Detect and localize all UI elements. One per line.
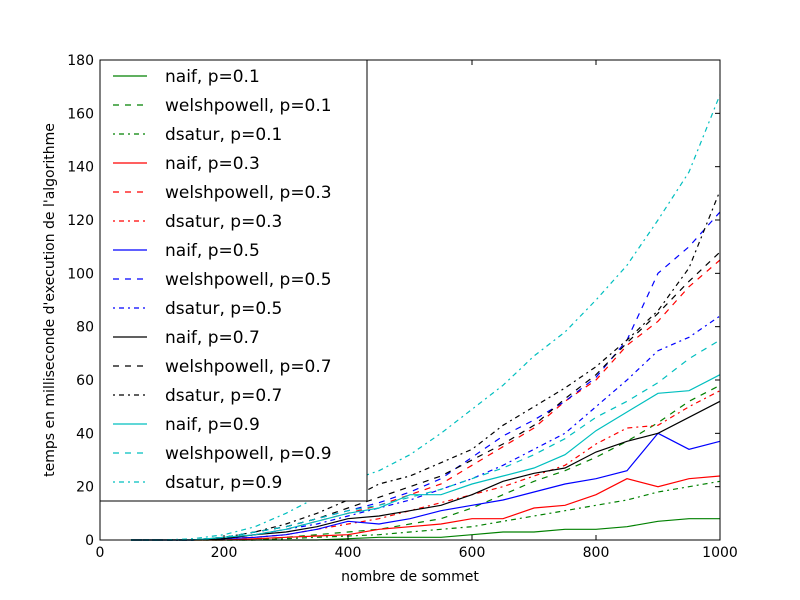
y-tick-label-2: 40 [76, 426, 94, 442]
legend-label-3: naif, p=0.3 [165, 154, 260, 174]
legend-label-0: naif, p=0.1 [165, 67, 260, 87]
series-line-13 [131, 339, 721, 541]
legend-label-10: welshpowell, p=0.7 [165, 357, 332, 377]
x-tick-label-1: 200 [211, 545, 238, 561]
x-tick-label-4: 800 [583, 545, 610, 561]
ticks-layer: 0 200 400 600 800 1000 0 20 40 60 80 100 120 140 160 18… [67, 53, 738, 561]
y-tick-label-0: 0 [85, 533, 94, 549]
x-tick-label-5: 1000 [702, 545, 738, 561]
y-tick-label-4: 80 [76, 320, 94, 336]
legend-label-11: dsatur, p=0.7 [165, 386, 282, 406]
y-tick-label-3: 60 [76, 373, 94, 389]
y-tick-label-9: 180 [67, 53, 94, 69]
legend-label-8: dsatur, p=0.5 [165, 299, 282, 319]
legend-label-13: welshpowell, p=0.9 [165, 444, 332, 464]
legend-label-6: naif, p=0.5 [165, 241, 260, 261]
legend-label-1: welshpowell, p=0.1 [165, 96, 332, 116]
legend-label-14: dsatur, p=0.9 [165, 473, 282, 493]
legend-label-2: dsatur, p=0.1 [165, 125, 282, 145]
legend-label-12: naif, p=0.9 [165, 415, 260, 435]
series-layer [131, 94, 721, 541]
y-tick-label-8: 160 [67, 106, 94, 122]
y-tick-label-5: 100 [67, 266, 94, 282]
legend-label-7: welshpowell, p=0.5 [165, 270, 332, 290]
series-line-9 [131, 400, 721, 541]
series-line-14 [131, 94, 721, 541]
y-tick-label-7: 140 [67, 160, 94, 176]
x-tick-label-0: 0 [96, 545, 105, 561]
y-tick-label-1: 20 [76, 480, 94, 496]
y-axis-label: temps en milliseconde d'execution de l'a… [42, 123, 58, 477]
x-tick-label-2: 400 [335, 545, 362, 561]
legend: naif, p=0.1 welshpowell, p=0.1 dsatur, p=0… [99, 59, 368, 502]
y-tick-label-6: 120 [67, 213, 94, 229]
legend-label-9: naif, p=0.7 [165, 328, 260, 348]
legend-label-5: dsatur, p=0.3 [165, 212, 282, 232]
x-axis-label: nombre de sommet [341, 569, 479, 585]
x-tick-label-3: 600 [459, 545, 486, 561]
legend-label-4: welshpowell, p=0.3 [165, 183, 332, 203]
